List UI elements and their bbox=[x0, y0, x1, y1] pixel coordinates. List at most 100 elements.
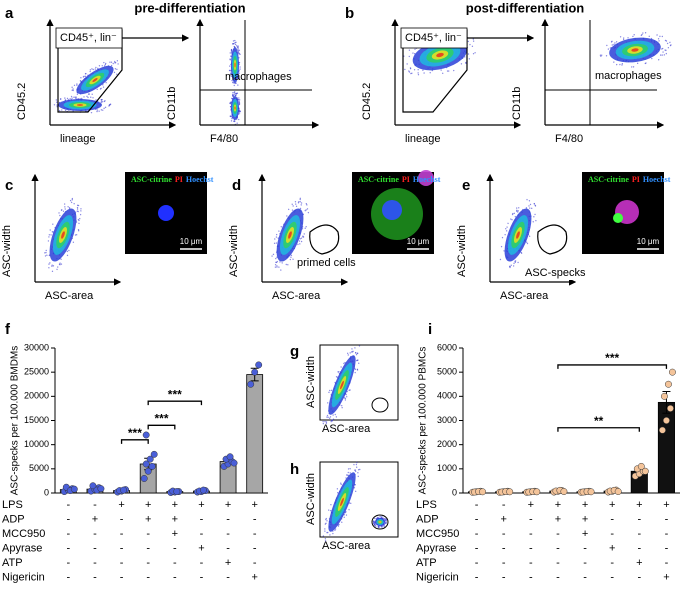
event-dot bbox=[347, 354, 349, 356]
cell bbox=[158, 205, 174, 221]
panel-letter: c bbox=[5, 177, 13, 194]
event-dot bbox=[413, 69, 416, 71]
bar bbox=[657, 401, 675, 494]
event-dot bbox=[276, 265, 278, 267]
event-dot bbox=[354, 470, 357, 472]
event-dot bbox=[53, 104, 56, 106]
event-dot bbox=[651, 57, 653, 60]
event-dot bbox=[234, 92, 237, 95]
event-dot bbox=[385, 522, 387, 525]
y-tick-label: 6000 bbox=[437, 342, 457, 352]
data-point bbox=[144, 467, 152, 475]
event-dot bbox=[332, 418, 335, 420]
event-dot bbox=[513, 262, 515, 265]
treatment-sign: - bbox=[529, 542, 533, 554]
density-level bbox=[288, 231, 292, 239]
y-tick-label: 25000 bbox=[24, 367, 49, 377]
event-dot bbox=[330, 389, 333, 392]
treatment-sign: - bbox=[120, 513, 124, 525]
event-dot bbox=[468, 58, 471, 60]
event-dot bbox=[525, 207, 528, 209]
treatment-sign: - bbox=[556, 542, 560, 554]
treatment-sign: - bbox=[93, 542, 97, 554]
panel-letter: i bbox=[428, 321, 432, 338]
treatment-sign: - bbox=[93, 528, 97, 540]
cell bbox=[613, 213, 623, 223]
significance-bracket bbox=[557, 427, 640, 432]
treatment-name: LPS bbox=[2, 499, 23, 511]
event-dot bbox=[507, 222, 509, 225]
event-dot bbox=[324, 523, 327, 525]
event-dot bbox=[644, 32, 647, 34]
event-dot bbox=[326, 416, 328, 418]
stain-name: Hoechst bbox=[413, 175, 441, 184]
event-dot bbox=[520, 251, 522, 254]
event-dot bbox=[373, 517, 376, 520]
event-dot bbox=[233, 92, 236, 94]
event-dot bbox=[230, 115, 233, 117]
stain-name: Hoechst bbox=[643, 175, 671, 184]
event-dot bbox=[517, 261, 519, 264]
event-dot bbox=[299, 201, 301, 203]
panel-letter: d bbox=[232, 177, 241, 194]
event-dot bbox=[460, 63, 463, 65]
event-dot bbox=[469, 43, 471, 46]
event-dot bbox=[341, 406, 343, 409]
event-dot bbox=[110, 61, 113, 63]
event-dot bbox=[278, 230, 280, 232]
event-dot bbox=[666, 42, 669, 45]
event-dot bbox=[276, 266, 278, 268]
density-level bbox=[234, 62, 236, 68]
event-dot bbox=[354, 490, 357, 493]
stain-name: PI bbox=[402, 175, 410, 184]
event-dot bbox=[661, 35, 664, 38]
event-dot bbox=[514, 215, 517, 218]
event-dot bbox=[228, 69, 231, 72]
event-dot bbox=[334, 528, 337, 530]
event-dot bbox=[346, 352, 349, 354]
treatment-name: ADP bbox=[416, 513, 439, 525]
event-dot bbox=[417, 69, 419, 71]
event-dot bbox=[354, 368, 357, 371]
data-point bbox=[614, 488, 622, 495]
event-dot bbox=[344, 399, 347, 401]
event-dot bbox=[324, 528, 326, 530]
treatment-sign: - bbox=[475, 571, 479, 583]
event-dot bbox=[349, 352, 351, 354]
event-dot bbox=[632, 66, 635, 68]
event-dot bbox=[286, 215, 288, 217]
treatment-sign: - bbox=[529, 513, 533, 525]
treatment-name: ATP bbox=[416, 557, 437, 569]
event-dot bbox=[346, 396, 348, 398]
event-dot bbox=[530, 207, 533, 210]
treatment-sign: + bbox=[609, 499, 615, 511]
event-dot bbox=[303, 233, 305, 235]
event-dot bbox=[238, 100, 240, 103]
event-dot bbox=[69, 199, 72, 202]
x-axis-label: ASC-area bbox=[272, 290, 321, 302]
event-dot bbox=[102, 84, 104, 86]
event-dot bbox=[230, 101, 232, 103]
significance-bracket bbox=[147, 424, 176, 430]
density-cloud bbox=[229, 91, 242, 126]
treatment-sign: - bbox=[665, 513, 669, 525]
event-dot bbox=[233, 84, 235, 87]
event-dot bbox=[528, 235, 531, 237]
treatment-sign: + bbox=[528, 499, 534, 511]
cell bbox=[418, 170, 434, 186]
event-dot bbox=[347, 471, 349, 474]
event-dot bbox=[535, 219, 537, 222]
treatment-sign: + bbox=[198, 499, 204, 511]
event-dot bbox=[64, 109, 67, 112]
treatment-sign: - bbox=[120, 557, 124, 569]
event-dot bbox=[285, 263, 287, 266]
treatment-sign: - bbox=[637, 571, 641, 583]
treatment-sign: + bbox=[251, 499, 257, 511]
event-dot bbox=[230, 49, 233, 52]
event-dot bbox=[76, 210, 78, 212]
event-dot bbox=[299, 238, 301, 240]
event-dot bbox=[229, 52, 231, 54]
event-dot bbox=[327, 531, 329, 534]
event-dot bbox=[236, 47, 239, 49]
event-dot bbox=[600, 55, 602, 57]
